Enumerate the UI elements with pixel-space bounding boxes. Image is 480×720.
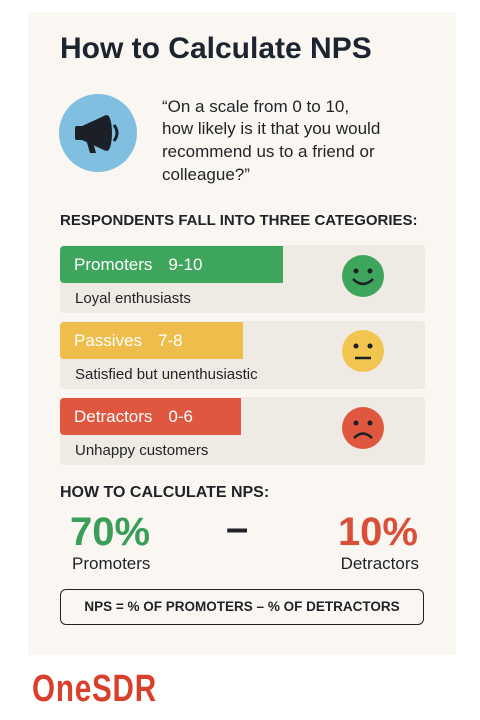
formula: NPS = % OF PROMOTERS – % OF DETRACTORS <box>60 589 424 625</box>
category-name: Promoters <box>74 255 153 274</box>
category-bar: Passives 7-8 <box>60 322 243 359</box>
sad-face <box>342 407 384 449</box>
brand-logo: OneSDR <box>32 668 157 710</box>
category-description: Unhappy customers <box>75 442 209 459</box>
promoters-label: Promoters <box>72 554 151 573</box>
question-line: “On a scale from 0 to 10, <box>162 97 350 116</box>
section-heading: HOW TO CALCULATE NPS: <box>60 484 270 501</box>
promoters-percent: 70% <box>70 510 151 554</box>
category-range: 9-10 <box>168 255 203 274</box>
question-line: recommend us to a friend or <box>162 142 375 161</box>
category-range: 0-6 <box>168 407 193 426</box>
category-name: Passives <box>74 331 143 350</box>
question-line: how likely is it that you would <box>162 119 381 138</box>
category-description: Satisfied but unenthusiastic <box>75 366 258 383</box>
neutral-face <box>342 330 384 372</box>
happy-face <box>342 255 384 297</box>
detractors-label: Detractors <box>340 554 419 573</box>
question-line: colleague?” <box>162 165 250 184</box>
detractors-percent: 10% <box>337 510 418 554</box>
category-range: 7-8 <box>158 331 183 350</box>
megaphone-icon <box>59 94 137 172</box>
category-name: Detractors <box>74 407 153 426</box>
category-bar: Promoters 9-10 <box>60 246 283 283</box>
section-heading: RESPONDENTS FALL INTO THREE CATEGORIES: <box>60 212 418 229</box>
title: How to Calculate NPS <box>60 32 372 65</box>
minus-operator: – <box>226 506 249 550</box>
category-bar: Detractors 0-6 <box>60 398 241 435</box>
category-description: Loyal enthusiasts <box>75 290 191 307</box>
